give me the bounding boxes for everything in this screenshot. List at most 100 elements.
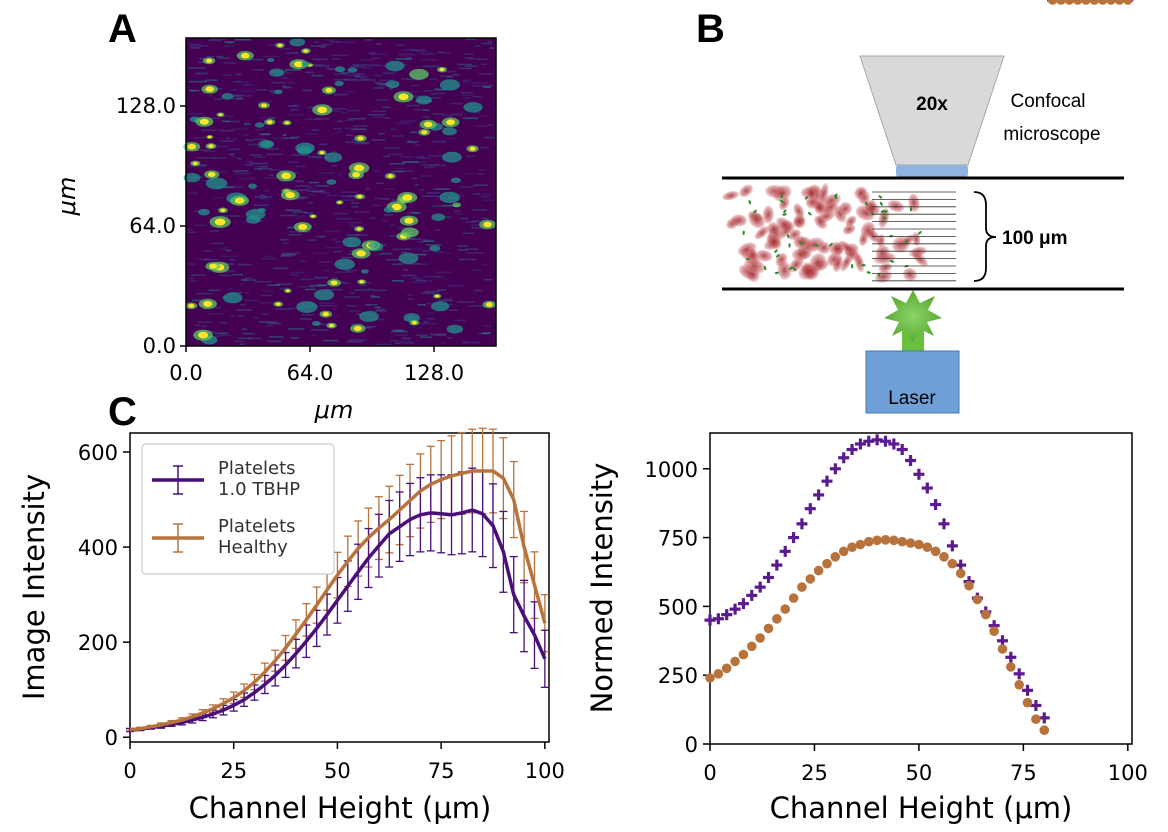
scatter-point-circle	[1064, 0, 1075, 5]
platelet	[814, 243, 819, 247]
scatter-point-circle	[721, 663, 732, 674]
scatter-point-circle	[997, 644, 1008, 654]
noise-streak	[350, 225, 355, 227]
platelet-spot-core	[188, 303, 195, 308]
platelet-spot	[442, 127, 457, 136]
noise-streak	[230, 128, 248, 130]
noise-streak	[286, 209, 302, 212]
noise-streak	[279, 180, 295, 182]
noise-streak	[410, 238, 416, 240]
noise-streak	[439, 342, 447, 344]
noise-streak	[405, 248, 422, 250]
noise-streak	[190, 274, 206, 276]
right-xaxis-label: Channel Height (μm)	[770, 791, 1073, 825]
noise-streak	[388, 153, 403, 156]
noise-streak	[353, 245, 366, 247]
noise-streak	[368, 113, 386, 116]
noise-streak	[299, 318, 312, 320]
noise-streak	[275, 283, 293, 285]
noise-streak	[447, 284, 464, 287]
noise-streak	[385, 259, 402, 261]
noise-streak	[305, 133, 318, 135]
platelet	[882, 216, 887, 220]
noise-streak	[345, 119, 355, 122]
platelet-spot-core	[319, 151, 325, 155]
microscope-label-line1: Confocal	[1011, 91, 1086, 112]
noise-streak	[208, 289, 221, 292]
noise-streak	[333, 78, 349, 81]
noise-streak	[411, 211, 419, 214]
noise-streak	[435, 229, 440, 231]
noise-streak	[384, 214, 394, 216]
noise-streak	[336, 131, 342, 133]
noise-streak	[343, 127, 352, 130]
red-blood-cell	[739, 184, 753, 198]
noise-streak	[423, 240, 435, 242]
noise-streak	[250, 162, 269, 165]
noise-streak	[318, 143, 328, 146]
ytick-label: 600	[78, 441, 118, 465]
noise-streak	[363, 125, 369, 127]
noise-streak	[461, 94, 476, 97]
noise-streak	[309, 106, 315, 108]
noise-streak	[425, 129, 439, 131]
noise-streak	[209, 38, 226, 40]
noise-streak	[188, 89, 200, 92]
platelet-spot-core	[411, 321, 417, 325]
series-line	[129, 469, 547, 732]
platelet-spot-core	[325, 88, 333, 93]
noise-streak	[395, 170, 413, 172]
scatter-point-circle	[1106, 0, 1116, 5]
noise-streak	[341, 256, 354, 259]
noise-streak	[345, 269, 357, 272]
scatter-point-circle	[747, 641, 757, 652]
noise-streak	[279, 214, 298, 217]
noise-streak	[238, 283, 245, 286]
noise-streak	[483, 325, 492, 327]
noise-streak	[445, 70, 456, 73]
noise-streak	[412, 177, 418, 180]
scatter-point-circle	[1072, 0, 1083, 5]
noise-streak	[292, 104, 301, 107]
scatter-point-plus	[788, 532, 800, 544]
noise-streak	[427, 312, 434, 314]
noise-streak	[445, 137, 456, 140]
platelet-spot-core	[208, 144, 214, 148]
noise-streak	[317, 284, 328, 286]
platelet-spot	[269, 68, 285, 77]
noise-streak	[444, 297, 452, 300]
noise-streak	[414, 253, 427, 256]
noise-streak	[209, 306, 221, 309]
noise-streak	[373, 170, 380, 172]
red-blood-cell	[747, 247, 758, 262]
noise-streak	[231, 89, 238, 91]
noise-streak	[305, 288, 316, 291]
scatter-point-circle	[872, 535, 882, 546]
noise-streak	[334, 271, 352, 273]
scatter-point-circle	[1081, 0, 1091, 5]
noise-streak	[261, 313, 269, 315]
scatter-point-circle	[955, 568, 966, 579]
noise-streak	[232, 273, 244, 276]
noise-streak	[450, 102, 463, 105]
noise-streak	[426, 302, 431, 305]
noise-streak	[254, 138, 267, 141]
noise-streak	[470, 224, 485, 226]
noise-streak	[221, 120, 229, 123]
noise-streak	[443, 114, 453, 117]
noise-streak	[190, 90, 197, 92]
noise-streak	[370, 53, 388, 56]
noise-streak	[218, 274, 233, 277]
noise-streak	[247, 143, 263, 146]
right-yaxis-label: Normed Intensity	[585, 463, 619, 714]
platelet-spot-core	[352, 172, 360, 178]
platelet-spot-core	[317, 106, 328, 114]
scatter-point-plus	[771, 559, 783, 571]
noise-streak	[463, 341, 469, 344]
noise-streak	[327, 68, 340, 71]
noise-streak	[352, 125, 366, 127]
noise-streak	[390, 224, 396, 226]
platelet-spot-core	[424, 121, 433, 128]
noise-streak	[263, 290, 275, 292]
noise-streak	[452, 319, 466, 322]
